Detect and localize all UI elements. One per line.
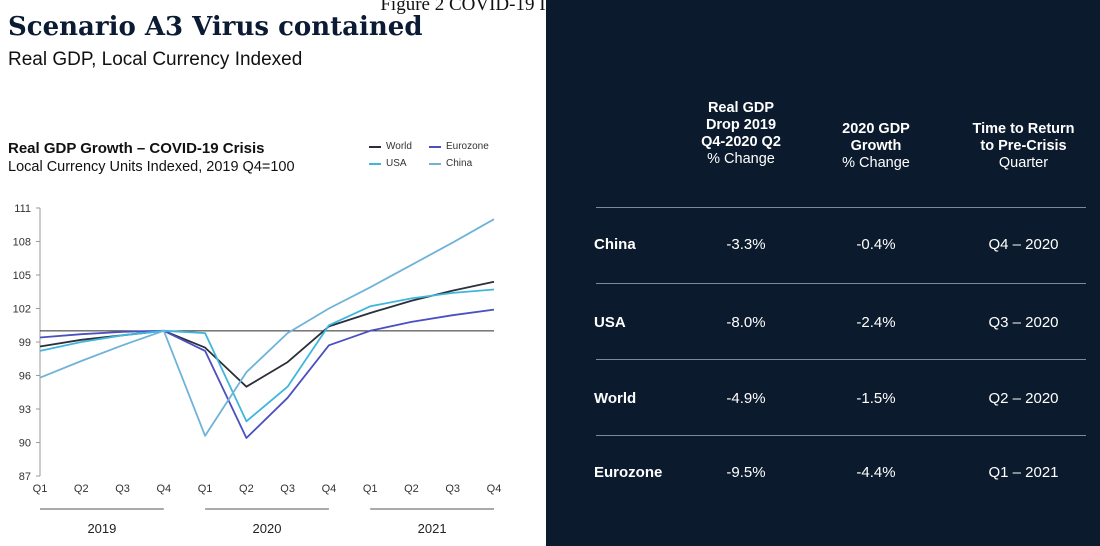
row-return: Q3 – 2020: [988, 314, 1059, 331]
x-tick-label: Q4: [322, 483, 337, 495]
row-country: Eurozone: [594, 464, 663, 481]
legend-item-eurozone: Eurozone: [429, 141, 489, 152]
y-tick-label: 102: [13, 304, 31, 316]
y-tick-label: 108: [13, 237, 31, 249]
header-gdp-drop-line3: Q4-2020 Q2: [701, 134, 781, 150]
x-tick-label: Q1: [198, 483, 213, 495]
x-tick-label: Q4: [487, 483, 502, 495]
y-tick-label: 99: [19, 337, 31, 349]
header-gdp-drop: Real GDP Drop 2019 Q4-2020 Q2 % Change: [666, 100, 816, 168]
legend-item-world: World: [369, 141, 412, 152]
header-gdp-drop-line2: Drop 2019: [705, 117, 777, 133]
header-gdp-growth-unit: % Change: [842, 155, 910, 171]
legend-swatch-china: [429, 162, 441, 165]
header-gdp-drop-line1: Real GDP: [707, 100, 775, 116]
header-return-time-line1: Time to Return: [972, 121, 1075, 137]
row-country: USA: [594, 314, 626, 331]
x-tick-label: Q3: [280, 483, 295, 495]
row-drop: -4.9%: [726, 390, 766, 407]
header-return-time-unit: Quarter: [998, 155, 1049, 171]
y-tick-label: 90: [19, 438, 31, 450]
year-label: 2019: [87, 521, 116, 536]
header-gdp-growth-line1: 2020 GDP: [842, 121, 910, 137]
x-tick-label: Q4: [156, 483, 171, 495]
header-gdp-growth: 2020 GDP Growth % Change: [811, 121, 941, 172]
row-return: Q2 – 2020: [988, 390, 1059, 407]
series-line-usa: [39, 288, 495, 423]
row-country: China: [594, 236, 636, 253]
year-label: 2020: [253, 521, 282, 536]
header-gdp-drop-unit: % Change: [707, 151, 775, 167]
slide-subtitle: Real GDP, Local Currency Indexed: [8, 49, 303, 70]
row-drop: -3.3%: [726, 236, 766, 253]
y-tick-label: 105: [13, 270, 31, 282]
x-tick-label: Q1: [33, 483, 48, 495]
y-tick-label: 93: [19, 404, 31, 416]
chart-panel: Scenario A3 Virus contained Real GDP, Lo…: [0, 0, 546, 546]
table-divider: [596, 359, 1086, 360]
x-tick-label: Q2: [239, 483, 254, 495]
legend-item-usa: USA: [369, 158, 407, 169]
header-return-time-line2: to Pre-Crisis: [980, 138, 1067, 154]
x-tick-label: Q1: [363, 483, 378, 495]
table-divider: [596, 283, 1086, 284]
row-growth: -1.5%: [856, 390, 896, 407]
row-return: Q4 – 2020: [988, 236, 1059, 253]
x-tick-label: Q3: [115, 483, 130, 495]
chart-legend: World Eurozone USA China: [369, 141, 544, 177]
row-growth: -4.4%: [856, 464, 896, 481]
row-country: World: [594, 390, 637, 407]
header-gdp-growth-line2: Growth: [850, 138, 902, 154]
x-tick-label: Q3: [445, 483, 460, 495]
legend-swatch-eurozone: [429, 145, 441, 148]
row-return: Q1 – 2021: [988, 464, 1059, 481]
y-tick-label: 111: [14, 203, 31, 215]
summary-table-panel: Real GDP Drop 2019 Q4-2020 Q2 % Change 2…: [546, 0, 1100, 546]
row-growth: -2.4%: [856, 314, 896, 331]
legend-label-usa: USA: [386, 158, 407, 169]
line-chart: 87 90 93 96 99 102 105 108 111 Q1 Q2 Q3 Q4 Q1 Q2 Q3 Q4 Q1…: [13, 203, 502, 536]
legend-label-eurozone: Eurozone: [446, 141, 489, 152]
series-line-eurozone: [39, 308, 495, 439]
legend-item-china: China: [429, 158, 472, 169]
legend-label-china: China: [446, 158, 473, 169]
header-return-time: Time to Return to Pre-Crisis Quarter: [946, 121, 1100, 172]
series-line-world: [39, 280, 495, 388]
year-label: 2021: [418, 521, 447, 536]
series-line-china: [39, 218, 495, 437]
slide-title: Scenario A3 Virus contained: [8, 12, 423, 42]
y-tick-label: 87: [19, 471, 31, 483]
legend-swatch-usa: [369, 162, 381, 165]
row-drop: -9.5%: [726, 464, 766, 481]
x-tick-label: Q2: [404, 483, 419, 495]
chart-title: Real GDP Growth – COVID-19 Crisis: [8, 140, 265, 157]
table-divider: [596, 207, 1086, 208]
x-tick-label: Q2: [74, 483, 89, 495]
table-divider: [596, 435, 1086, 436]
legend-swatch-world: [369, 145, 381, 148]
row-drop: -8.0%: [726, 314, 766, 331]
y-tick-label: 96: [19, 371, 31, 383]
chart-subtitle: Local Currency Units Indexed, 2019 Q4=10…: [8, 159, 295, 175]
legend-label-world: World: [386, 141, 412, 152]
row-growth: -0.4%: [856, 236, 896, 253]
